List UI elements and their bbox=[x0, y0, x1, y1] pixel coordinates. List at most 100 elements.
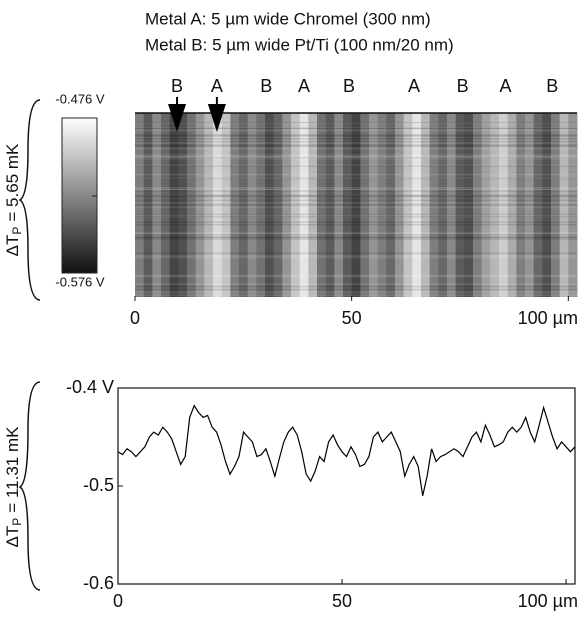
heatmap-column bbox=[455, 113, 465, 297]
stripe-arrow bbox=[168, 97, 187, 132]
y-axis-label: ΔTP = 11.31 mK bbox=[3, 426, 24, 548]
colorbar bbox=[61, 117, 98, 274]
heatmap-column bbox=[559, 113, 569, 297]
scan-streak bbox=[135, 122, 577, 124]
x-tick-label: 100 µm bbox=[518, 308, 578, 328]
heatmap-column bbox=[551, 113, 561, 297]
stripe-label: B bbox=[260, 76, 272, 96]
scan-streak bbox=[135, 173, 577, 176]
profile-line bbox=[117, 404, 576, 496]
label-text: = 11.31 mK bbox=[3, 426, 22, 513]
scan-streak bbox=[135, 236, 577, 239]
heatmap-column bbox=[334, 113, 344, 297]
heatmap-column bbox=[213, 113, 223, 297]
scan-streak bbox=[135, 129, 577, 132]
x-tick-label: 100 µm bbox=[518, 591, 578, 611]
heatmap-column bbox=[386, 113, 396, 297]
heatmap-column bbox=[481, 113, 491, 297]
heatmap-column bbox=[256, 113, 266, 297]
stripe-label: A bbox=[211, 76, 223, 96]
scan-streak bbox=[135, 145, 577, 147]
heatmap-column bbox=[143, 113, 153, 297]
scan-streak bbox=[135, 206, 577, 208]
heatmap-column bbox=[169, 113, 179, 297]
scan-streak bbox=[135, 157, 577, 160]
scan-streak bbox=[135, 177, 577, 180]
label-symbol: ΔT bbox=[3, 235, 22, 257]
colorbar-label: -0.476 V bbox=[55, 91, 104, 106]
scan-streak bbox=[135, 134, 577, 136]
heatmap-column bbox=[299, 113, 309, 297]
scan-streak bbox=[135, 177, 577, 179]
heatmap-column bbox=[325, 113, 335, 297]
scan-streak bbox=[135, 127, 577, 130]
scan-streak bbox=[135, 216, 577, 218]
heatmap-column bbox=[308, 113, 318, 297]
scan-streak bbox=[135, 164, 577, 167]
heatmap-column bbox=[273, 113, 283, 297]
heatmap-column bbox=[542, 113, 552, 297]
heatmap-column bbox=[161, 113, 171, 297]
heatmap-column bbox=[230, 113, 240, 297]
stripe-label: B bbox=[171, 76, 183, 96]
stripe-label: B bbox=[343, 76, 355, 96]
heatmap-column bbox=[247, 113, 257, 297]
heatmap-column bbox=[490, 113, 500, 297]
scan-streak bbox=[135, 203, 577, 205]
scan-streak bbox=[135, 144, 577, 146]
scan-streak bbox=[135, 233, 577, 236]
scan-streak bbox=[135, 165, 577, 167]
heatmap-column bbox=[438, 113, 448, 297]
label-subscript: P bbox=[10, 518, 24, 526]
stripe-label: A bbox=[408, 76, 420, 96]
heatmap-column bbox=[360, 113, 370, 297]
scan-streak bbox=[135, 147, 577, 150]
title-line: Metal B: 5 µm wide Pt/Ti (100 nm/20 nm) bbox=[145, 35, 454, 54]
scan-streak bbox=[135, 127, 577, 129]
scan-streak bbox=[135, 195, 577, 197]
heatmap-column bbox=[421, 113, 431, 297]
heatmap-column bbox=[135, 113, 145, 297]
scan-streak bbox=[135, 256, 577, 259]
colorbar-label: -0.576 V bbox=[55, 274, 104, 289]
heatmap-column bbox=[351, 113, 361, 297]
scan-streak bbox=[135, 190, 577, 192]
scan-streak bbox=[135, 142, 577, 144]
scan-streak bbox=[135, 274, 577, 277]
stripe-label: B bbox=[546, 76, 558, 96]
stripe-label: A bbox=[298, 76, 310, 96]
scan-streak bbox=[135, 194, 577, 197]
scan-streak bbox=[135, 283, 577, 285]
scan-streak bbox=[135, 216, 577, 218]
heatmap-column bbox=[369, 113, 379, 297]
x-tick-label: 50 bbox=[332, 591, 352, 611]
plot-frame bbox=[117, 387, 576, 585]
heatmap-column bbox=[195, 113, 205, 297]
scan-streak bbox=[135, 213, 577, 216]
scan-streak bbox=[135, 188, 577, 191]
heatmap-column bbox=[525, 113, 535, 297]
scan-streak bbox=[135, 252, 577, 255]
scan-streak bbox=[135, 238, 577, 240]
heatmap-column bbox=[291, 113, 301, 297]
scan-streak bbox=[135, 294, 577, 296]
heatmap-column bbox=[152, 113, 162, 297]
scan-streak bbox=[135, 288, 577, 291]
heatmap-column bbox=[343, 113, 353, 297]
y-tick-label: -0.4 V bbox=[66, 377, 114, 397]
heatmap-column bbox=[447, 113, 457, 297]
scan-streak bbox=[135, 138, 577, 140]
scan-streak bbox=[135, 285, 577, 288]
title-line: Metal A: 5 µm wide Chromel (300 nm) bbox=[145, 9, 431, 28]
heatmap-column bbox=[377, 113, 387, 297]
scan-streak bbox=[135, 291, 577, 293]
heatmap-column bbox=[568, 113, 578, 297]
scan-streak bbox=[135, 141, 577, 143]
label-text: = 5.65 mK bbox=[3, 143, 22, 222]
x-tick-label: 0 bbox=[113, 591, 123, 611]
heatmap-column bbox=[221, 113, 231, 297]
heatmap-image bbox=[135, 113, 578, 297]
scan-streak bbox=[135, 255, 577, 257]
x-tick-label: 50 bbox=[342, 308, 362, 328]
stripe-label: A bbox=[499, 76, 511, 96]
